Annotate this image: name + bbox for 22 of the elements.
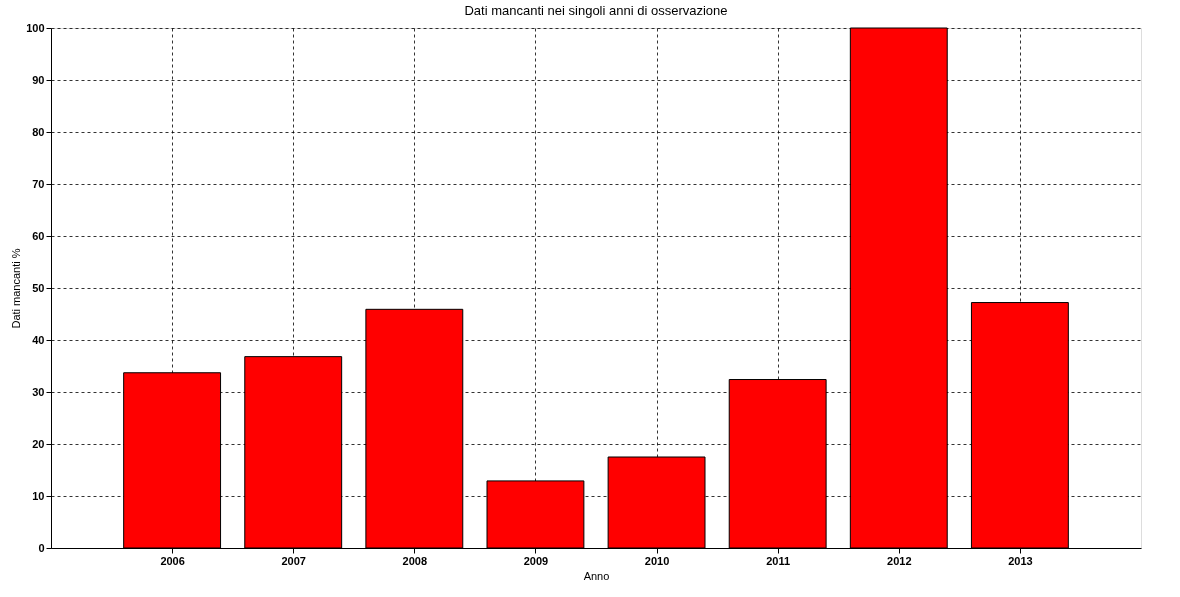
y-tick-label: 100 bbox=[26, 21, 45, 34]
x-tick-label: 2012 bbox=[887, 554, 912, 567]
x-tick-label: 2008 bbox=[402, 554, 428, 567]
x-tick-label: 2006 bbox=[160, 554, 185, 567]
x-tick-label: 2007 bbox=[281, 554, 306, 567]
x-tick-label: 2011 bbox=[766, 554, 791, 567]
chart-title: Dati mancanti nei singoli anni di osservazione bbox=[464, 3, 728, 18]
y-tick-label: 40 bbox=[32, 333, 45, 346]
x-tick-label: 2009 bbox=[523, 554, 549, 567]
y-tick-label: 10 bbox=[32, 489, 45, 502]
y-tick-label: 70 bbox=[32, 177, 45, 190]
y-tick-label: 60 bbox=[32, 229, 45, 242]
y-tick-label: 50 bbox=[32, 281, 45, 294]
x-tick-label: 2013 bbox=[1008, 554, 1033, 567]
y-tick-label: 20 bbox=[32, 437, 45, 450]
y-tick-label: 30 bbox=[32, 385, 45, 398]
y-tick-label: 0 bbox=[38, 541, 45, 554]
y-tick-label: 80 bbox=[32, 125, 45, 138]
x-tick-label: 2010 bbox=[644, 554, 670, 567]
y-axis-title: Dati mancanti % bbox=[10, 248, 23, 329]
x-axis-title: Anno bbox=[583, 569, 610, 582]
y-tick-label: 90 bbox=[32, 73, 45, 86]
